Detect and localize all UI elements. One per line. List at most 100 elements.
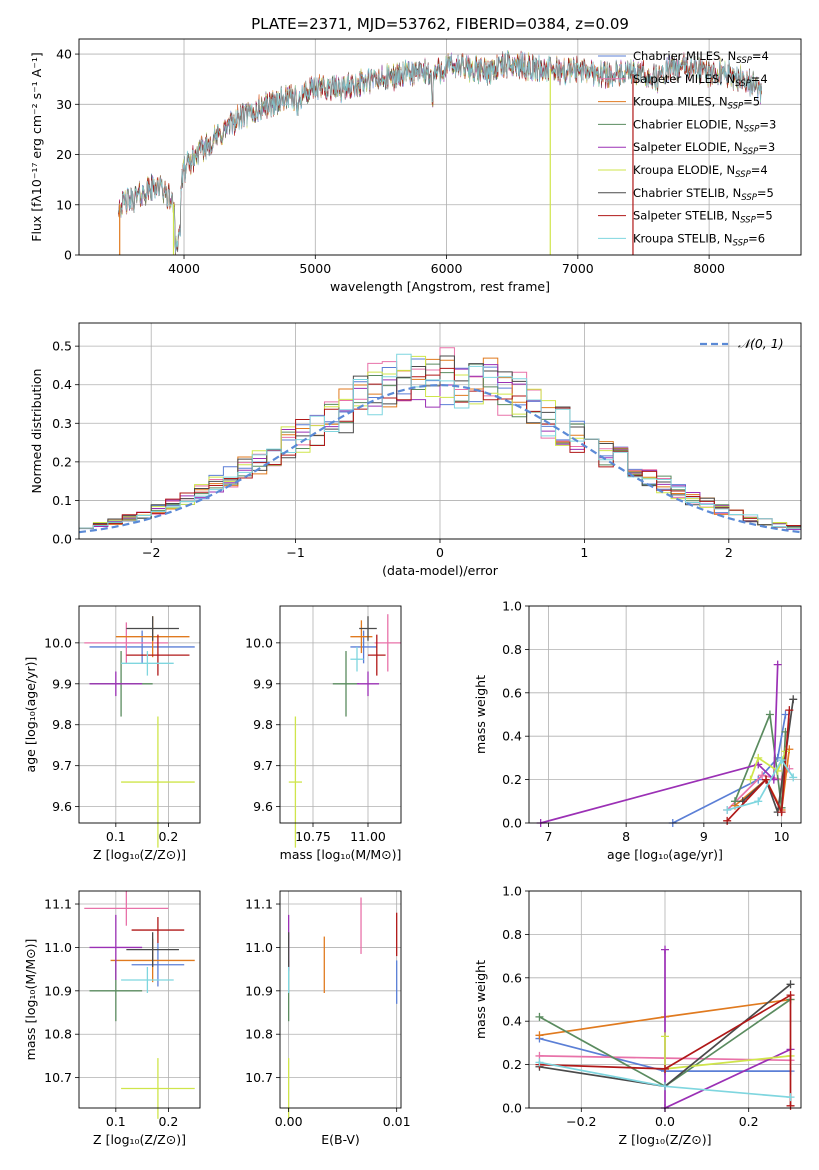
y-tick-label: 0.4 — [52, 377, 72, 392]
errorbar-point — [89, 671, 143, 697]
errorbar-point — [126, 932, 179, 967]
x-axis-label: Z [log₁₀(Z/Z⊙)] — [619, 1132, 712, 1147]
y-tick-label: 9.9 — [52, 676, 72, 691]
y-axis-label: age [log₁₀(age/yr)] — [23, 657, 38, 773]
y-tick-label: 20 — [56, 147, 72, 162]
legend-entry: Salpeter STELIB, NSSP=5 — [633, 209, 773, 226]
y-tick-label: 9.8 — [52, 717, 72, 732]
x-tick-label: −1 — [286, 545, 304, 560]
residual-histogram-panel: −2 −1 0 1 2 0.0 0.1 0.2 0.3 0.4 0.5 (data-model)/er… — [29, 322, 802, 578]
axes-frame — [78, 605, 201, 824]
x-axis-label: mass [log₁₀(M/M⊙)] — [280, 847, 402, 862]
x-axis-label: (data-model)/error — [382, 563, 499, 578]
mass-weight-marker — [723, 805, 732, 814]
legend-entry: 𝒩(0, 1) — [738, 336, 784, 351]
x-tick-label: 0.2 — [158, 829, 178, 844]
age-vs-mass-panel: 10.75 11.00 9.6 9.7 9.8 9.9 10.0 mass [log₁₀(M/… — [245, 605, 402, 862]
y-tick-label: 0.2 — [502, 1057, 522, 1072]
x-tick-label: 6000 — [431, 261, 463, 276]
y-tick-label: 0.0 — [502, 816, 522, 831]
y-tick-label: 10.8 — [245, 1027, 273, 1042]
axes: 10.75 11.00 9.6 9.7 9.8 9.9 10.0 mass [log₁₀(M/… — [245, 605, 402, 862]
errorbar-point — [121, 966, 174, 993]
x-tick-label: 0 — [436, 545, 444, 560]
mass-weight-marker — [777, 808, 786, 817]
axes-frame — [78, 38, 802, 256]
plot-area — [84, 891, 195, 1119]
errorbar-point — [350, 620, 373, 654]
mass-weight-marker — [730, 797, 739, 806]
errorbar-point — [131, 917, 185, 944]
age-vs-metallicity-panel: 0.1 0.2 9.6 9.7 9.8 9.9 10.0 Z [log₁₀(Z/Z⊙)] age… — [23, 605, 201, 862]
y-tick-label: 10.9 — [44, 983, 72, 998]
mass-weight-marker — [773, 660, 782, 669]
mass-weight-marker — [661, 945, 669, 954]
x-tick-label: −0.2 — [566, 1114, 596, 1129]
legend-entry: Kroupa MILES, NSSP=5 — [633, 95, 760, 112]
y-tick-label: 0 — [64, 248, 72, 263]
mass-weight-marker — [786, 1093, 795, 1102]
y-tick-label: 9.9 — [253, 676, 273, 691]
mass-weight-marker — [789, 695, 798, 704]
errorbar-point — [359, 616, 377, 641]
legend-entry: Kroupa ELODIE, NSSP=4 — [633, 163, 768, 180]
y-tick-label: 10 — [56, 197, 72, 212]
legend-entry: Chabrier ELODIE, NSSP=3 — [633, 117, 776, 134]
mass-weight-line — [726, 710, 791, 822]
x-tick-label: 11.00 — [350, 829, 386, 844]
mass-weight-marker — [754, 797, 763, 806]
y-tick-label: 0.3 — [52, 416, 72, 431]
x-tick-label: 1 — [580, 545, 588, 560]
errorbar-point — [350, 646, 364, 672]
y-tick-label: 0.1 — [52, 493, 72, 508]
y-tick-label: 10.7 — [245, 1070, 273, 1085]
mass-weight-marker — [762, 775, 771, 784]
mass-weight-marker — [535, 1058, 544, 1067]
x-tick-label: 2 — [725, 545, 733, 560]
y-tick-label: 11.1 — [245, 897, 273, 912]
mass-weight-marker — [765, 710, 774, 719]
y-tick-label: 9.7 — [253, 758, 273, 773]
mass-weight-vs-metallicity-panel: −0.2 0.0 0.2 0.0 0.2 0.4 0.6 0.8 1.0 Z [log₁₀(Z/Z… — [473, 884, 802, 1147]
errorbar-point — [126, 634, 190, 676]
x-tick-label: −2 — [142, 545, 160, 560]
legend-entry: Salpeter MILES, NSSP=4 — [633, 72, 768, 89]
mass-weight-marker — [786, 1101, 795, 1110]
errorbar-point — [368, 634, 386, 676]
errorbar-point — [131, 943, 185, 987]
y-tick-label: 0.0 — [52, 532, 72, 547]
x-tick-label: 0.1 — [106, 1114, 126, 1129]
legend-entry: Chabrier MILES, NSSP=4 — [633, 49, 769, 66]
y-tick-label: 1.0 — [502, 599, 522, 614]
errorbar-point — [332, 651, 360, 717]
errorbar-point — [121, 651, 174, 676]
x-tick-label: 4000 — [168, 261, 200, 276]
axes: 0.1 0.2 10.7 10.8 10.9 11.0 11.1 Z [log₁₀(Z/Z⊙)… — [23, 890, 201, 1147]
x-tick-label: 0.00 — [275, 1114, 303, 1129]
errorbar-point — [84, 622, 169, 664]
axes-frame — [78, 890, 201, 1109]
y-axis-label: mass weight — [473, 675, 488, 754]
errorbar-point — [84, 891, 169, 926]
mass-weight-marker — [777, 756, 786, 765]
axes-frame — [279, 890, 402, 1109]
y-tick-label: 0.2 — [502, 772, 522, 787]
plot-area — [79, 347, 801, 539]
x-tick-label: 7 — [544, 829, 552, 844]
mass-vs-metallicity-panel: 0.1 0.2 10.7 10.8 10.9 11.0 11.1 Z [log₁₀(Z/Z⊙)… — [23, 890, 201, 1147]
mass-weight-marker — [746, 775, 755, 784]
mass-weight-marker — [785, 706, 794, 715]
y-tick-label: 10.0 — [44, 635, 72, 650]
y-tick-label: 10.8 — [44, 1027, 72, 1042]
plot-area — [288, 614, 401, 848]
y-tick-label: 0.4 — [502, 1014, 522, 1029]
x-tick-label: 0.1 — [106, 829, 126, 844]
y-tick-label: 10.7 — [44, 1070, 72, 1085]
y-tick-label: 0.5 — [52, 339, 72, 354]
mass-weight-vs-age-panel: 7 8 9 10 0.0 0.2 0.4 0.6 0.8 1.0 age [log₁₀(age/yr… — [473, 599, 802, 862]
axes: 0.1 0.2 9.6 9.7 9.8 9.9 10.0 Z [log₁₀(Z/Z⊙)] age… — [23, 605, 201, 862]
plot-area — [536, 660, 798, 827]
x-tick-label: 0.01 — [383, 1114, 411, 1129]
x-axis-label: Z [log₁₀(Z/Z⊙)] — [93, 847, 186, 862]
mass-weight-marker — [786, 991, 795, 1000]
